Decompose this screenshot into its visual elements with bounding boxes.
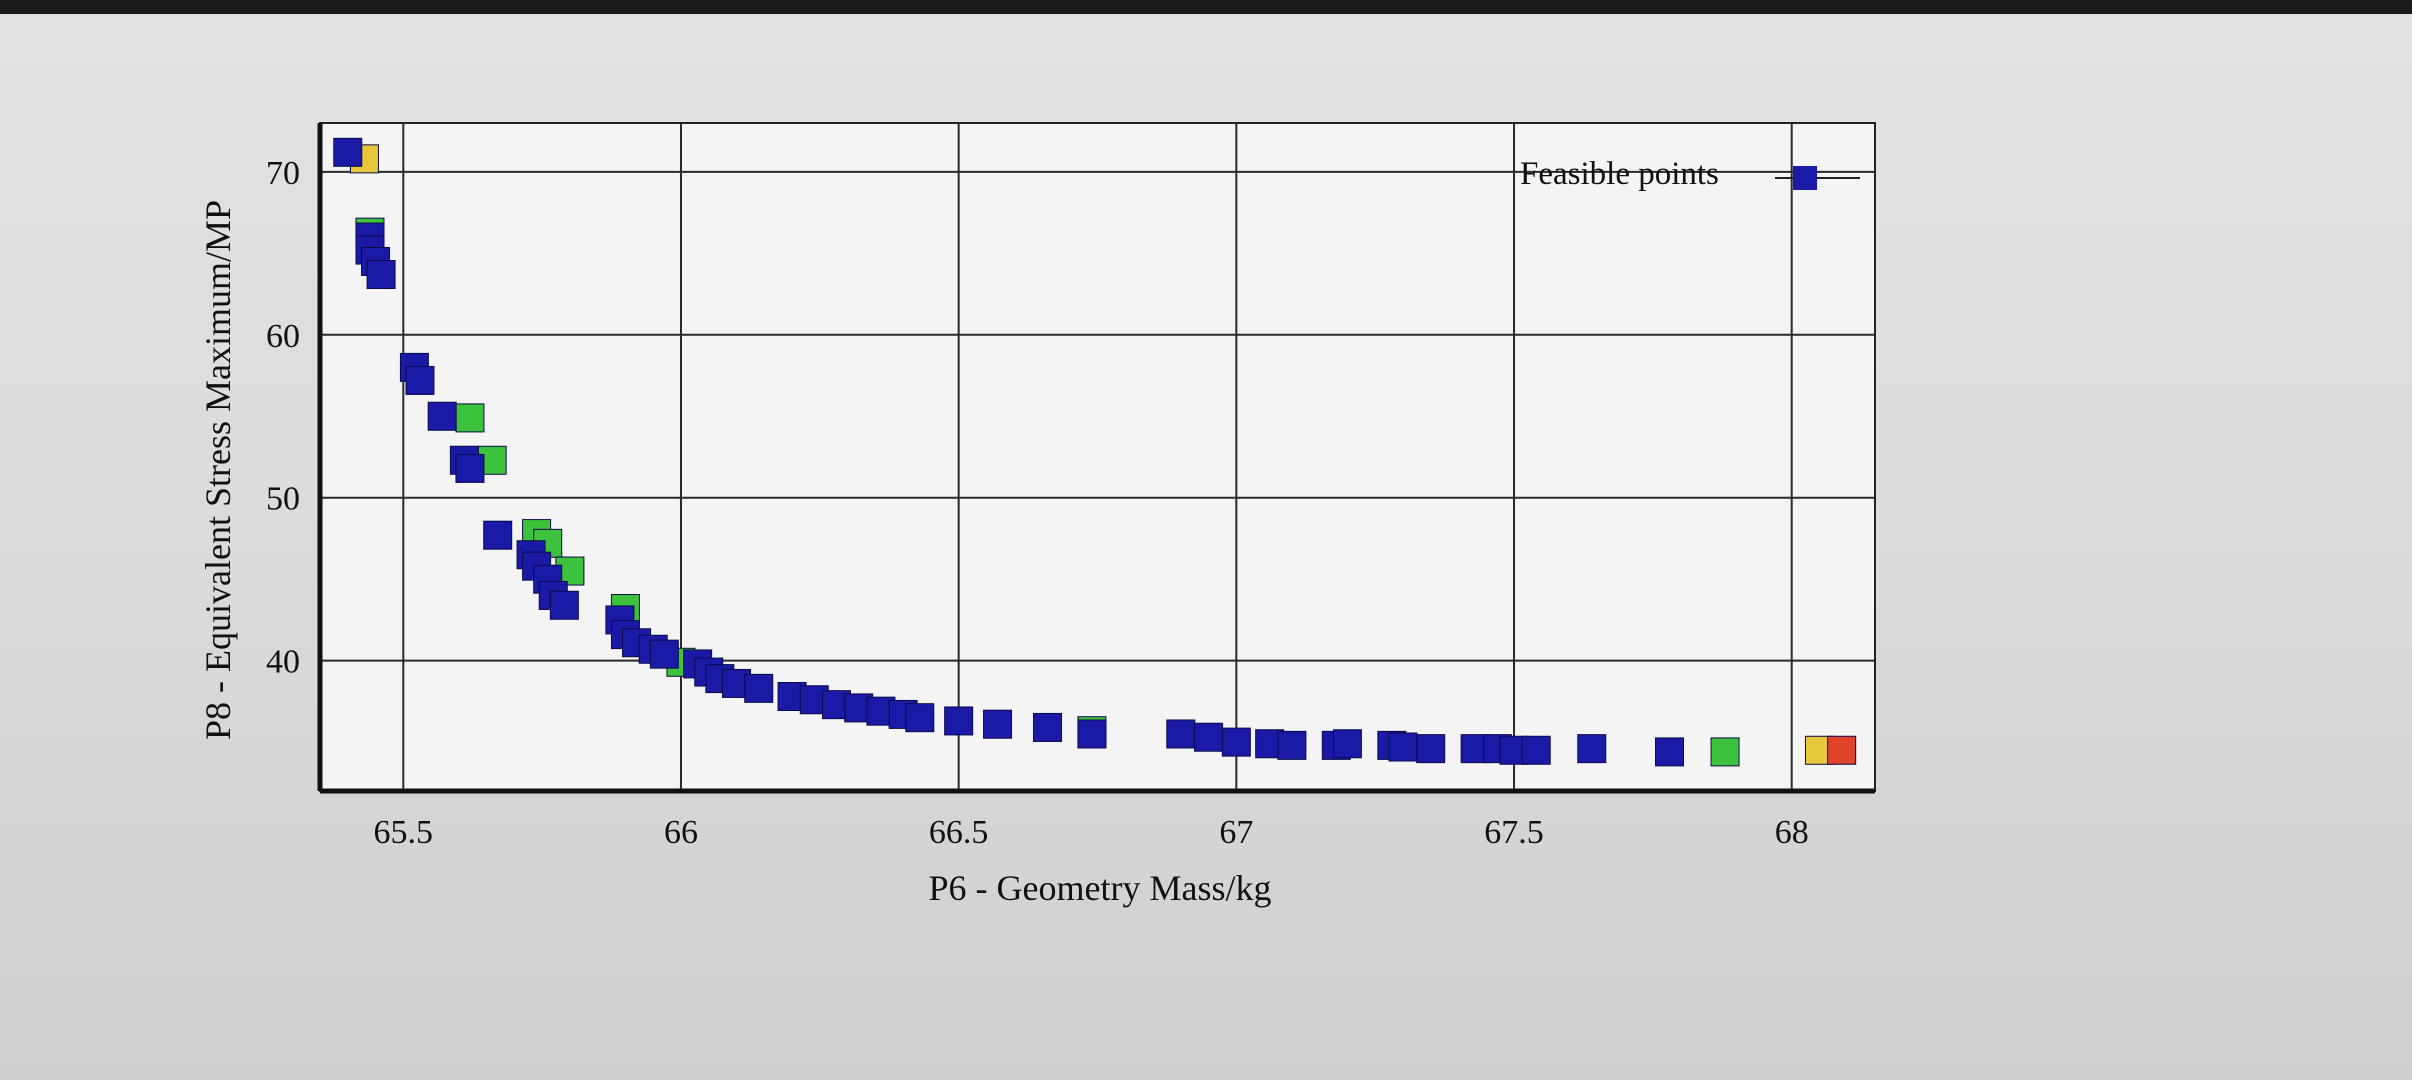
y-tick-label: 70 bbox=[266, 155, 300, 192]
feasible-point bbox=[649, 639, 679, 669]
feasible-point bbox=[366, 260, 396, 290]
data-points bbox=[333, 137, 1857, 767]
candidate-point bbox=[1710, 737, 1740, 767]
feasible-point bbox=[905, 703, 935, 733]
candidate-point bbox=[1827, 735, 1857, 765]
x-tick-label: 67.5 bbox=[1484, 814, 1544, 851]
y-tick-label: 60 bbox=[266, 318, 300, 355]
feasible-point bbox=[1332, 729, 1362, 759]
feasible-point bbox=[1033, 712, 1063, 742]
x-tick-labels: 65.5 66 66.5 67 67.5 68 bbox=[374, 814, 1809, 851]
y-tick-label: 40 bbox=[266, 644, 300, 681]
feasible-point bbox=[944, 706, 974, 736]
feasible-point bbox=[1194, 722, 1224, 752]
x-tick-label: 66 bbox=[664, 814, 698, 851]
grid-lines bbox=[320, 123, 1875, 791]
legend-label-feasible-points: Feasible points bbox=[1520, 156, 1719, 192]
feasible-point bbox=[427, 401, 457, 431]
feasible-point bbox=[1221, 727, 1251, 757]
x-tick-label: 66.5 bbox=[929, 814, 989, 851]
y-tick-label: 50 bbox=[266, 481, 300, 518]
feasible-point bbox=[1077, 719, 1107, 749]
x-tick-label: 65.5 bbox=[374, 814, 434, 851]
feasible-point bbox=[549, 590, 579, 620]
feasible-point bbox=[405, 365, 435, 395]
feasible-point bbox=[455, 453, 485, 483]
feasible-point bbox=[744, 673, 774, 703]
feasible-point bbox=[483, 520, 513, 550]
feasible-point bbox=[1388, 732, 1418, 762]
feasible-point bbox=[1577, 734, 1607, 764]
x-tick-label: 68 bbox=[1775, 814, 1809, 851]
candidate-point bbox=[455, 403, 485, 433]
monitor-bezel bbox=[0, 0, 2412, 14]
x-tick-label: 67 bbox=[1219, 814, 1253, 851]
feasible-point bbox=[1277, 730, 1307, 760]
y-axis-title: P8 - Equivalent Stress Maximum/MP bbox=[198, 200, 238, 740]
feasible-point bbox=[1521, 735, 1551, 765]
feasible-point bbox=[1655, 737, 1685, 767]
feasible-point bbox=[1416, 734, 1446, 764]
legend-marker bbox=[1793, 166, 1817, 190]
feasible-point bbox=[1166, 719, 1196, 749]
y-tick-labels: 40 50 60 70 bbox=[266, 155, 300, 681]
x-axis-title: P6 - Geometry Mass/kg bbox=[929, 868, 1272, 908]
plot-area-background bbox=[320, 123, 1875, 791]
feasible-point bbox=[333, 137, 363, 167]
feasible-point bbox=[983, 709, 1013, 739]
legend: Feasible points bbox=[1520, 156, 1860, 192]
